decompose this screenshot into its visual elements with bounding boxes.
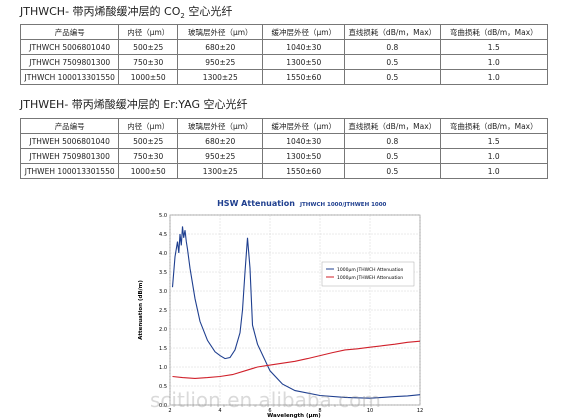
table-row: JTHWCH 7509801300 750±30 950±25 1300±50 0.5 1… — [19, 54, 549, 70]
y-tick-label: 0.0 — [159, 403, 167, 409]
table-cell: 0.5 — [344, 54, 441, 70]
table-cell: 0.5 — [344, 69, 441, 85]
table-cell: 1040±30 — [262, 39, 346, 55]
y-tick-label: 4.0 — [159, 251, 167, 257]
table-cell: 950±25 — [177, 148, 264, 164]
table-cell: 产品编号 — [19, 118, 120, 134]
section-title: JTHWCH- 带丙烯酸缓冲层的 CO2 空心光纤 — [20, 3, 232, 20]
table-row: 产品编号 内径（μm） 玻璃层外径（μm） 缓冲层外径（μm） 直线损耗（dB/m，Ma… — [19, 24, 549, 40]
x-tick-label: 6 — [268, 408, 271, 414]
data-line — [171, 226, 421, 399]
y-tick-label: 2.0 — [159, 327, 167, 333]
table-cell: 内径（μm） — [118, 24, 179, 40]
table-cell: 1550±60 — [262, 69, 346, 85]
table-cell: 1550±60 — [262, 163, 346, 179]
x-tick-label: 10 — [367, 408, 373, 414]
table-cell: 0.8 — [344, 133, 441, 149]
y-tick-label: 0.5 — [159, 384, 167, 390]
table-cell: 1.5 — [439, 39, 549, 55]
chart: HSW Attenuation JTHWCH 1000/JTHWEH 1000 … — [138, 199, 423, 419]
y-tick-label: 1.0 — [159, 365, 167, 371]
table-cell: 1.0 — [439, 54, 549, 70]
table-row: JTHWEH 5006801040 500±25 680±20 1040±30 0.8 1… — [19, 133, 549, 149]
spec-table: 产品编号 内径（μm） 玻璃层外径（μm） 缓冲层外径（μm） 直线损耗（dB/m，Ma… — [19, 118, 549, 179]
y-axis-label: Attenuation (dB/m) — [138, 280, 144, 340]
y-tick-label: 4.5 — [159, 232, 167, 238]
table-cell: 内径（μm） — [118, 118, 179, 134]
table-row: JTHWEH 100013301550 1000±50 1300±25 1550±60… — [19, 163, 549, 179]
table-cell: 1300±25 — [177, 69, 264, 85]
y-tick-label: 1.5 — [159, 346, 167, 352]
table-cell: 1.0 — [439, 163, 549, 179]
table-row: JTHWCH 100013301550 1000±50 1300±25 1550±60… — [19, 69, 549, 85]
table-cell: JTHWCH 7509801300 — [19, 54, 120, 70]
table-cell: 玻璃层外径（μm） — [177, 118, 264, 134]
data-line — [172, 340, 421, 379]
table-cell: 1.0 — [439, 69, 549, 85]
y-tick-label: 5.0 — [159, 213, 167, 219]
table-cell: 缓冲层外径（μm） — [262, 118, 346, 134]
table-cell: 0.8 — [344, 39, 441, 55]
section-title: JTHWEH- 带丙烯酸缓冲层的 Er:YAG 空心光纤 — [20, 98, 248, 111]
table-cell: JTHWCH 5006801040 — [19, 39, 120, 55]
table-cell: JTHWEH 7509801300 — [19, 148, 120, 164]
chart-title: HSW Attenuation — [217, 199, 295, 208]
y-tick-label: 2.5 — [159, 308, 167, 314]
x-tick-label: 4 — [218, 408, 221, 414]
y-tick-label: 3.0 — [159, 289, 167, 295]
table-cell: 0.5 — [344, 148, 441, 164]
watermark: scitlion.en.alibaba.com — [150, 388, 381, 412]
chart-subtitle: JTHWCH 1000/JTHWEH 1000 — [299, 202, 387, 208]
table-cell: 直线损耗（dB/m，Max） — [344, 118, 441, 134]
table-cell: 1300±50 — [262, 148, 346, 164]
title-sub: 2 — [180, 12, 185, 21]
x-tick-label: 12 — [417, 408, 423, 414]
spec-table: 产品编号 内径（μm） 玻璃层外径（μm） 缓冲层外径（μm） 直线损耗（dB/m，Ma… — [19, 24, 549, 85]
title-text: 空心光纤 — [184, 5, 233, 18]
table-cell: 680±20 — [177, 39, 264, 55]
y-tick-label: 3.5 — [159, 270, 167, 276]
table-cell: 产品编号 — [19, 24, 120, 40]
table-cell: 缓冲层外径（μm） — [262, 24, 346, 40]
table-cell: 750±30 — [118, 54, 179, 70]
title-text: JTHWCH- 带丙烯酸缓冲层的 CO — [20, 5, 181, 18]
table-cell: 1.0 — [439, 148, 549, 164]
legend-label: 1000μm JTHWEH Attenuation — [337, 275, 403, 281]
table-cell: 1040±30 — [262, 133, 346, 149]
table-row: 产品编号 内径（μm） 玻璃层外径（μm） 缓冲层外径（μm） 直线损耗（dB/m，Ma… — [19, 118, 549, 134]
legend-label: 1000μm JTHWCH Attenuation — [337, 267, 404, 273]
table-row: JTHWCH 5006801040 500±25 680±20 1040±30 0.8 1… — [19, 39, 549, 55]
table-cell: 1300±50 — [262, 54, 346, 70]
table-cell: 500±25 — [118, 133, 179, 149]
table-cell: 玻璃层外径（μm） — [177, 24, 264, 40]
x-tick-label: 8 — [318, 408, 321, 414]
table-cell: 1000±50 — [118, 69, 179, 85]
table-cell: 1.5 — [439, 133, 549, 149]
table-cell: 1300±25 — [177, 163, 264, 179]
table-cell: 500±25 — [118, 39, 179, 55]
x-axis-label: Wavelength (μm) — [267, 413, 321, 419]
table-cell: 950±25 — [177, 54, 264, 70]
table-cell: 弯曲损耗（dB/m，Max） — [439, 118, 549, 134]
table-cell: 直线损耗（dB/m，Max） — [344, 24, 441, 40]
table-cell: 1000±50 — [118, 163, 179, 179]
table-cell: 0.5 — [344, 163, 441, 179]
table-cell: 680±20 — [177, 133, 264, 149]
x-tick-label: 2 — [168, 408, 171, 414]
table-cell: JTHWCH 100013301550 — [19, 69, 120, 85]
table-cell: 弯曲损耗（dB/m，Max） — [439, 24, 549, 40]
table-cell: 750±30 — [118, 148, 179, 164]
table-cell: JTHWEH 5006801040 — [19, 133, 120, 149]
table-row: JTHWEH 7509801300 750±30 950±25 1300±50 0.5 1… — [19, 148, 549, 164]
legend-box — [321, 261, 415, 287]
table-cell: JTHWEH 100013301550 — [19, 163, 120, 179]
